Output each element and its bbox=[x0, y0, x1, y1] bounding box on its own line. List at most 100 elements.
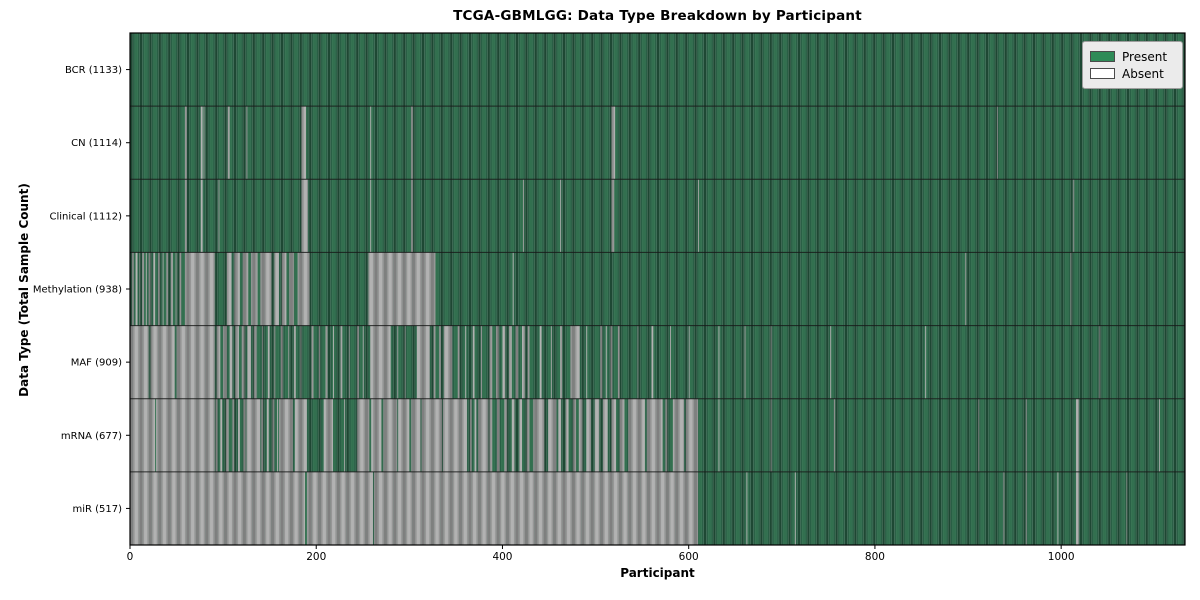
row-absent-run-MAF bbox=[688, 325, 690, 399]
row-absent-run-mRNA bbox=[833, 398, 835, 472]
row-absent-run-MAF bbox=[925, 325, 927, 399]
row-absent-run-Methylation bbox=[166, 252, 169, 326]
row-absent-run-Methylation bbox=[234, 252, 240, 326]
row-absent-run-Clinical bbox=[698, 179, 699, 253]
row-absent-run-MAF bbox=[311, 325, 314, 399]
row-absent-run-Methylation bbox=[512, 252, 514, 326]
row-absent-run-MAF bbox=[267, 325, 270, 399]
row-absent-run-MAF bbox=[348, 325, 350, 399]
row-absent-run-miR bbox=[1003, 471, 1005, 545]
row-absent-run-mRNA bbox=[130, 398, 156, 472]
row-absent-run-MAF bbox=[527, 325, 530, 399]
row-absent-run-Clinical bbox=[200, 179, 203, 253]
row-absent-run-MAF bbox=[637, 325, 639, 399]
row-absent-run-mRNA bbox=[478, 398, 489, 472]
row-absent-run-mRNA bbox=[1076, 398, 1079, 472]
row-absent-run-Methylation bbox=[153, 252, 156, 326]
row-absent-run-Clinical bbox=[218, 179, 220, 253]
row-absent-run-MAF bbox=[600, 325, 603, 399]
row-absent-run-MAF bbox=[357, 325, 360, 399]
row-absent-run-mRNA bbox=[496, 398, 500, 472]
row-absent-run-MAF bbox=[325, 325, 328, 399]
row-absent-run-mRNA bbox=[156, 398, 215, 472]
row-present-Clinical bbox=[130, 179, 1185, 253]
row-absent-run-miR bbox=[373, 471, 699, 545]
row-absent-run-MAF bbox=[416, 325, 430, 399]
y-tick-label: miR (517) bbox=[72, 504, 122, 515]
row-absent-run-mRNA bbox=[357, 398, 370, 472]
row-absent-run-Methylation bbox=[131, 252, 134, 326]
row-absent-run-Clinical bbox=[370, 179, 372, 253]
row-absent-run-MAF bbox=[651, 325, 654, 399]
y-tick-label: Methylation (938) bbox=[33, 285, 122, 296]
row-absent-run-mRNA bbox=[646, 398, 663, 472]
row-absent-run-mRNA bbox=[619, 398, 625, 472]
row-absent-run-mRNA bbox=[421, 398, 442, 472]
x-axis-label: Participant bbox=[620, 566, 695, 580]
legend-label-present: Present bbox=[1122, 49, 1168, 64]
row-absent-run-miR bbox=[1025, 471, 1027, 545]
row-absent-run-mRNA bbox=[578, 398, 583, 472]
absent-swatch-icon bbox=[1090, 68, 1115, 79]
row-absent-run-MAF bbox=[362, 325, 364, 399]
row-absent-run-miR bbox=[794, 471, 796, 545]
row-absent-run-MAF bbox=[481, 325, 482, 399]
row-absent-run-mRNA bbox=[371, 398, 382, 472]
row-absent-run-Clinical bbox=[411, 179, 414, 253]
row-absent-run-MAF bbox=[229, 325, 233, 399]
row-absent-run-mRNA bbox=[261, 398, 264, 472]
row-absent-run-mRNA bbox=[411, 398, 421, 472]
row-absent-run-mRNA bbox=[383, 398, 398, 472]
row-absent-run-mRNA bbox=[442, 398, 468, 472]
row-absent-run-mRNA bbox=[246, 398, 261, 472]
row-absent-run-Clinical bbox=[184, 179, 187, 253]
row-absent-run-mRNA bbox=[278, 398, 293, 472]
row-absent-run-miR bbox=[1126, 471, 1128, 545]
row-absent-run-Methylation bbox=[179, 252, 182, 326]
row-absent-run-Methylation bbox=[139, 252, 141, 326]
row-absent-run-Clinical bbox=[611, 179, 615, 253]
row-absent-run-MAF bbox=[515, 325, 519, 399]
row-absent-run-MAF bbox=[508, 325, 512, 399]
row-absent-run-Methylation bbox=[184, 252, 215, 326]
row-absent-run-mRNA bbox=[277, 398, 279, 472]
row-absent-run-MAF bbox=[605, 325, 607, 399]
row-absent-run-mRNA bbox=[558, 398, 562, 472]
row-present-BCR bbox=[130, 33, 1185, 107]
row-absent-run-mRNA bbox=[770, 398, 772, 472]
row-absent-run-mRNA bbox=[611, 398, 617, 472]
row-absent-run-mRNA bbox=[243, 398, 246, 472]
y-tick-label: CN (1114) bbox=[71, 138, 122, 149]
row-absent-run-MAF bbox=[1099, 325, 1101, 399]
row-absent-run-Methylation bbox=[170, 252, 173, 326]
y-axis-label: Data Type (Total Sample Count) bbox=[17, 183, 31, 397]
row-absent-run-mRNA bbox=[548, 398, 557, 472]
row-absent-run-mRNA bbox=[603, 398, 608, 472]
row-absent-run-MAF bbox=[443, 325, 453, 399]
row-absent-run-Methylation bbox=[289, 252, 294, 326]
row-absent-run-MAF bbox=[539, 325, 542, 399]
row-absent-run-MAF bbox=[319, 325, 320, 399]
row-absent-run-mRNA bbox=[238, 398, 240, 472]
row-absent-run-mRNA bbox=[511, 398, 515, 472]
row-absent-run-CN bbox=[996, 106, 998, 180]
row-absent-run-CN bbox=[611, 106, 616, 180]
row-absent-run-mRNA bbox=[398, 398, 410, 472]
x-tick-label: 800 bbox=[865, 551, 885, 563]
row-absent-run-MAF bbox=[610, 325, 613, 399]
row-absent-run-MAF bbox=[550, 325, 552, 399]
row-absent-run-Methylation bbox=[175, 252, 177, 326]
row-absent-run-Clinical bbox=[560, 179, 562, 253]
row-absent-run-mRNA bbox=[220, 398, 223, 472]
row-absent-run-MAF bbox=[404, 325, 406, 399]
row-absent-run-mRNA bbox=[469, 398, 472, 472]
row-absent-run-Methylation bbox=[148, 252, 151, 326]
row-absent-run-mRNA bbox=[489, 398, 493, 472]
row-absent-run-mRNA bbox=[225, 398, 229, 472]
row-absent-run-MAF bbox=[332, 325, 334, 399]
row-absent-run-Methylation bbox=[157, 252, 160, 326]
row-absent-run-Clinical bbox=[301, 179, 308, 253]
row-absent-run-mRNA bbox=[594, 398, 600, 472]
row-absent-run-MAF bbox=[293, 325, 296, 399]
